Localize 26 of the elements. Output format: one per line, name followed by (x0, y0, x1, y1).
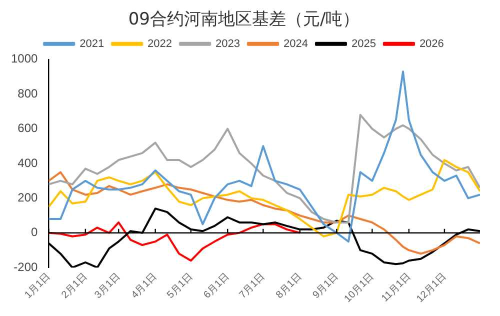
x-tick-label: 11月1日 (380, 271, 413, 304)
y-tick-label: 200 (18, 190, 38, 204)
x-tick-label: 8月1日 (274, 271, 304, 301)
legend-label: 2021 (80, 38, 104, 50)
x-tick-label: 5月1日 (165, 271, 195, 301)
y-tick-label: -200 (14, 260, 38, 274)
legend-label: 2022 (148, 38, 172, 50)
y-tick-label: 600 (18, 121, 38, 136)
x-tick-label: 12月1日 (414, 271, 449, 305)
x-tick-label: 2月1日 (60, 271, 90, 301)
x-tick-label: 6月1日 (202, 271, 232, 301)
y-tick-label: 400 (18, 156, 38, 170)
legend-label: 2025 (351, 38, 376, 50)
y-tick-label: 800 (18, 86, 38, 100)
legend-label: 2026 (419, 38, 444, 50)
x-tick-label: 3月1日 (92, 271, 123, 301)
x-tick-label: 10月1日 (342, 271, 376, 305)
x-tick-label: 1月1日 (22, 271, 53, 301)
legend-label: 2023 (216, 38, 240, 50)
x-tick-label: 9月1日 (310, 271, 341, 301)
chart-title: 09合约河南地区基差（元/吨） (128, 10, 360, 30)
y-tick-label: 0 (31, 225, 38, 240)
legend-label: 2024 (284, 38, 308, 50)
y-tick-label: 1000 (10, 52, 38, 66)
x-tick-label: 4月1日 (130, 271, 160, 301)
x-tick-label: 7月1日 (237, 271, 268, 301)
